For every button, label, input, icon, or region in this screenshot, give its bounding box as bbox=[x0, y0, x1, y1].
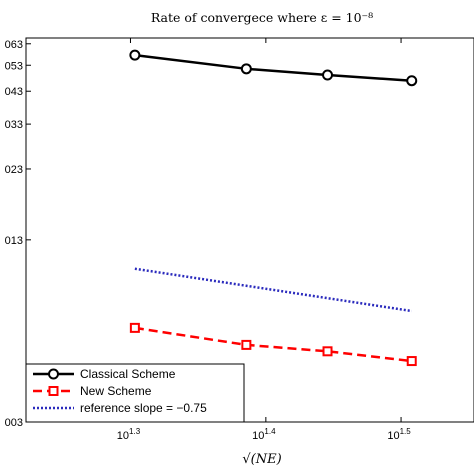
y-tick-label: 033 bbox=[5, 119, 23, 131]
y-tick-label: 063 bbox=[5, 39, 23, 51]
series-1-point bbox=[241, 339, 252, 350]
legend-marker-0 bbox=[48, 368, 59, 380]
plot-frame bbox=[25, 37, 474, 423]
y-axis-ticks: 063 053 043 033 023 013 003 bbox=[5, 39, 31, 429]
series-1-point bbox=[406, 356, 417, 367]
series-1-point bbox=[129, 322, 140, 333]
chart-title: Rate of convergece where ε = 10⁻⁸ bbox=[151, 10, 373, 25]
legend-label-0: Classical Scheme bbox=[80, 367, 176, 381]
series-line-1 bbox=[134, 326, 412, 363]
series-0-point bbox=[322, 69, 334, 81]
series-layer bbox=[129, 49, 418, 367]
y-tick-label: 013 bbox=[5, 235, 23, 247]
series-0-point bbox=[129, 49, 141, 61]
y-tick-label: 053 bbox=[5, 60, 23, 72]
y-tick-label: 043 bbox=[5, 86, 23, 98]
legend-marker-1 bbox=[48, 386, 59, 396]
y-tick-label: 003 bbox=[5, 417, 23, 429]
series-line-0 bbox=[134, 53, 412, 82]
y-tick-label: 023 bbox=[5, 164, 23, 176]
legend: Classical Scheme New Scheme reference slop… bbox=[25, 363, 245, 423]
x-tick-label: 101.5 bbox=[387, 427, 411, 442]
x-tick-label: 101.4 bbox=[252, 427, 276, 442]
legend-label-2: reference slope = −0.75 bbox=[80, 401, 207, 415]
x-axis-ticks: 101.3 101.4 101.5 bbox=[117, 38, 411, 442]
series-line-2 bbox=[134, 267, 412, 313]
x-tick-label: 101.3 bbox=[117, 427, 141, 442]
series-1-point bbox=[322, 346, 333, 357]
legend-label-1: New Scheme bbox=[80, 384, 152, 398]
series-0-point bbox=[240, 63, 252, 75]
x-axis-label: √(NE) bbox=[242, 452, 281, 467]
series-0-point bbox=[406, 75, 418, 87]
